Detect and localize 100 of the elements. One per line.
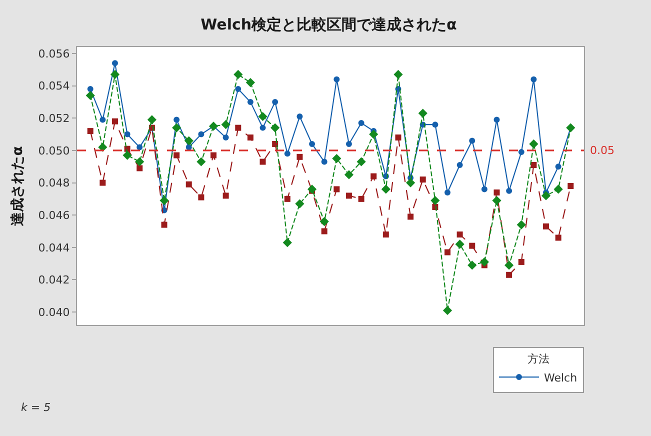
point [344,170,354,180]
point [296,114,303,120]
y-tick-label: 0.044 [38,241,70,254]
point [469,242,476,249]
point [492,196,502,206]
point [494,116,500,123]
point [320,217,329,226]
point [196,157,206,166]
point [307,184,317,194]
point [455,240,464,249]
point [555,164,562,170]
point [541,191,551,200]
point [100,116,106,123]
point [358,120,364,126]
point [543,223,550,230]
point [480,257,489,267]
point [136,144,143,150]
point [174,152,180,158]
point [112,60,118,66]
point [494,189,500,196]
point [418,108,428,118]
point [332,154,342,164]
y-axis-title: 達成されたα [10,146,26,227]
point [86,90,95,100]
point [210,152,217,158]
legend-title: 方法 [528,352,550,366]
y-tick-label: 0.056 [38,47,70,60]
point [420,176,426,183]
ref-line-label: 0.05 [590,144,614,157]
point [112,118,118,124]
point [284,150,290,157]
y-tick-label: 0.042 [38,274,70,287]
point [444,189,450,196]
point [504,260,514,270]
point [247,134,254,141]
y-tick-label: 0.046 [38,208,70,222]
point [235,124,242,131]
point [272,98,278,105]
point [122,150,132,160]
point [469,138,476,144]
point [444,249,450,256]
point [186,181,192,188]
point [222,134,229,141]
point [346,140,352,147]
point [258,112,268,122]
point [87,128,94,134]
point [136,165,143,172]
point [442,306,452,315]
point [270,123,280,132]
point [87,86,94,92]
point [382,231,389,238]
point [100,180,106,186]
point [246,78,255,88]
chart-title: Welch検定と比較区間で達成されたα [200,15,457,34]
point [456,162,463,168]
point [321,158,328,165]
point [334,186,340,192]
point [147,115,156,124]
point [124,131,130,138]
point [456,231,463,238]
point [295,199,304,208]
point [370,173,377,180]
point [198,131,204,138]
point [135,157,144,166]
point [506,188,512,194]
point [481,186,488,192]
point [260,124,266,131]
point [321,228,328,234]
point [530,162,537,168]
point [161,222,168,228]
point [356,157,366,166]
text: k = 5 [21,401,51,414]
point [346,192,352,199]
point [296,154,303,160]
point [358,196,364,202]
point [555,234,562,241]
point [432,122,438,128]
point [530,76,537,82]
point [222,192,229,199]
point [369,130,378,139]
point [468,260,477,270]
point [430,196,440,206]
point [394,70,403,80]
point [395,134,402,141]
point [184,136,194,146]
y-tick-label: 0.052 [38,112,70,125]
point [518,258,524,265]
point [235,86,242,92]
point [406,178,416,188]
point [98,142,108,152]
legend-label: Welch [544,371,578,384]
point [506,272,512,278]
point [172,123,182,132]
point [518,149,524,156]
point [568,183,574,189]
y-tick-label: 0.050 [38,144,70,158]
point [309,140,316,147]
point [334,76,340,82]
point [282,238,292,248]
y-tick-label: 0.048 [38,176,70,190]
